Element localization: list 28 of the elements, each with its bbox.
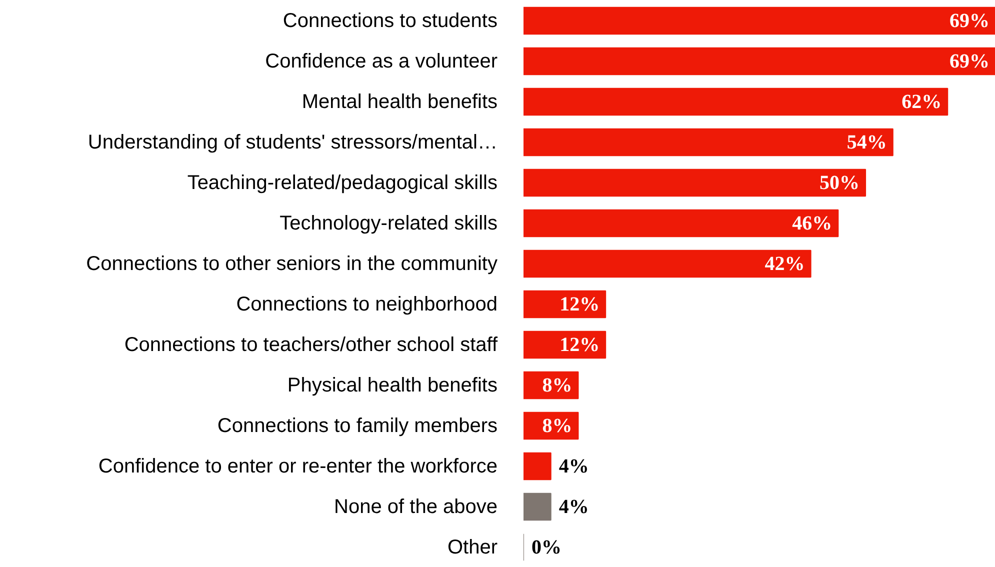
y-tick-label: Technology-related skills — [280, 212, 498, 234]
data-label: 42% — [764, 252, 805, 275]
y-tick-label: Other — [447, 536, 498, 558]
data-label: 0% — [532, 536, 562, 558]
data-label: 46% — [792, 212, 832, 234]
y-tick-label: Connections to other seniors in the community — [86, 252, 498, 275]
y-tick-label: Connections to students — [282, 10, 498, 32]
y-tick-label: Connections to neighborhood — [236, 293, 498, 316]
data-label: 4% — [558, 496, 589, 518]
data-label: 69% — [950, 50, 990, 72]
y-tick-label: Mental health benefits — [302, 90, 498, 113]
data-label: 12% — [560, 293, 600, 316]
data-label: 4% — [558, 455, 589, 478]
y-tick-label: Connections to teachers/other school staff — [124, 334, 498, 356]
y-tick-label: Physical health benefits — [287, 374, 498, 396]
data-label: 50% — [820, 172, 860, 194]
data-label: 12% — [560, 334, 600, 356]
data-label: 54% — [846, 131, 887, 154]
y-tick-label: Understanding of students' stressors/mental… — [88, 131, 498, 154]
data-label: 8% — [542, 374, 572, 396]
data-label: 62% — [902, 90, 942, 113]
y-tick-label: Confidence to enter or re-enter the workforce — [98, 455, 498, 478]
y-tick-label: Teaching-related/pedagogical skills — [187, 172, 498, 194]
data-label: 69% — [950, 10, 990, 32]
y-tick-label: Connections to family members — [217, 414, 498, 437]
data-label: 8% — [542, 414, 572, 437]
y-tick-label: Confidence as a volunteer — [265, 50, 498, 72]
y-tick-label: None of the above — [334, 496, 498, 518]
